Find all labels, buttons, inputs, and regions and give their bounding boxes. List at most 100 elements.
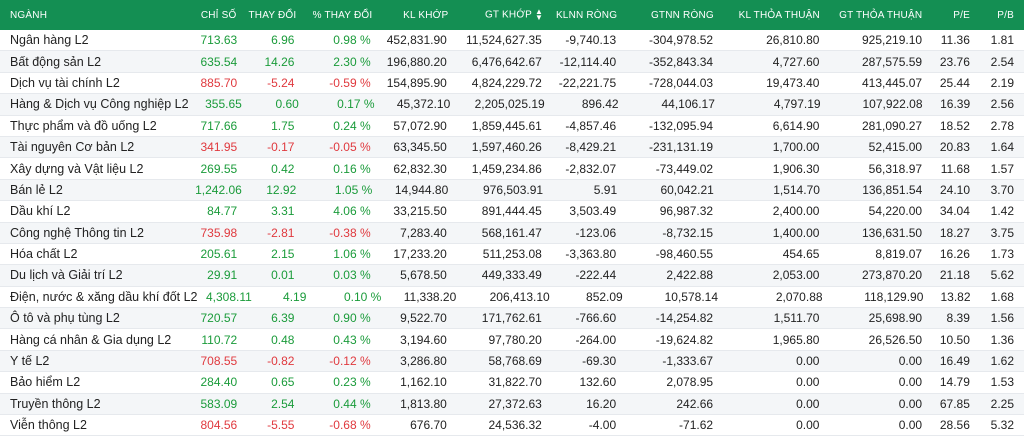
cell-gtnn: -19,624.82 [655,332,714,347]
cell-name[interactable]: Xây dựng và Vật liệu L2 [10,161,144,176]
table-row[interactable]: Điện, nước & xăng dầu khí đốt L2 4,308.11… [0,287,1024,309]
cell-thaydoi: 0.60 [275,97,299,112]
col-header-pb[interactable]: P/B [997,9,1014,21]
cell-gtnn: -8,732.15 [662,225,714,240]
col-header-kl-khop[interactable]: KL KHỚP [403,9,449,21]
cell-name[interactable]: Thực phẩm và đồ uống L2 [10,118,157,133]
col-header-thaydoi[interactable]: THAY ĐỔI [248,9,297,21]
table-row[interactable]: Ô tô và phụ tùng L2 720.57 6.39 0.90 % 9,522… [0,308,1024,330]
table-row[interactable]: Hàng & Dịch vụ Công nghiệp L2 355.65 0.60 0… [0,94,1024,116]
col-header-nganh[interactable]: NGÀNH [10,9,48,21]
table-row[interactable]: Viễn thông L2 804.56 -5.55 -0.68 % 676.70 24,… [0,415,1024,436]
table-row[interactable]: Dầu khí L2 84.77 3.31 4.06 % 33,215.50 891,44… [0,201,1024,223]
cell-klnn: -766.60 [575,311,617,326]
table-row[interactable]: Truyền thông L2 583.09 2.54 0.44 % 1,813.80 2… [0,393,1024,416]
cell-pb: 1.62 [990,354,1014,369]
cell-name[interactable]: Ngân hàng L2 [10,33,89,48]
cell-gtnn: -14,254.82 [655,311,714,326]
cell-gt-khop: 27,372.63 [488,396,542,411]
table-body: Ngân hàng L2 713.63 6.96 0.98 % 452,831.90 11… [0,30,1024,436]
cell-kltt: 26,810.80 [766,33,820,48]
cell-gt-khop: 206,413.10 [489,289,550,304]
cell-thaydoi: 14.26 [264,54,295,69]
cell-gttt: 136,631.50 [861,225,923,240]
col-header-pe[interactable]: P/E [953,9,971,21]
table-row[interactable]: Du lịch và Giải trí L2 29.91 0.01 0.03 % 5,6… [0,265,1024,287]
table-row[interactable]: Hàng cá nhân & Gia dụng L2 110.72 0.48 0.43… [0,329,1024,351]
col-header-pct[interactable]: % THAY ĐỔI [312,9,373,21]
cell-name[interactable]: Truyền thông L2 [10,396,101,411]
cell-name[interactable]: Viễn thông L2 [10,418,87,433]
cell-name[interactable]: Bất động sản L2 [10,54,102,69]
cell-name[interactable]: Ô tô và phụ tùng L2 [10,311,120,326]
cell-kltt: 2,400.00 [772,204,820,219]
cell-kltt: 1,965.80 [772,332,820,347]
table-row[interactable]: Công nghệ Thông tin L2 735.98 -2.81 -0.38 %… [0,222,1024,244]
cell-kl-khop: 33,215.50 [393,204,447,219]
cell-name[interactable]: Bảo hiểm L2 [10,375,81,390]
table-row[interactable]: Thực phẩm và đồ uống L2 717.66 1.75 0.24 % 5… [0,116,1024,137]
cell-gttt: 287,575.59 [861,54,923,69]
cell-kltt: 19,473.40 [766,75,820,90]
cell-thaydoi: 0.01 [271,268,295,283]
cell-name[interactable]: Công nghệ Thông tin L2 [10,225,144,240]
table-row[interactable]: Ngân hàng L2 713.63 6.96 0.98 % 452,831.90 11… [0,30,1024,52]
table-row[interactable]: Bất động sản L2 635.54 14.26 2.30 % 196,880.… [0,51,1024,73]
cell-pct: -0.59 % [329,75,371,90]
table-row[interactable]: Bán lẻ L2 1,242.06 12.92 1.05 % 14,944.80 976… [0,179,1024,202]
cell-pct: 0.43 % [333,332,371,347]
cell-kl-khop: 3,286.80 [400,354,447,369]
table-row[interactable]: Bảo hiểm L2 284.40 0.65 0.23 % 1,162.10 31,82… [0,372,1024,394]
cell-name[interactable]: Tài nguyên Cơ bản L2 [10,140,135,155]
cell-name[interactable]: Dịch vụ tài chính L2 [10,75,120,90]
cell-name[interactable]: Y tế L2 [10,354,50,369]
cell-gt-khop: 1,459,234.86 [471,161,542,176]
cell-pb: 3.75 [990,225,1014,240]
col-header-gt-khop[interactable]: GT KHỚP ▲ ▼ [454,7,549,22]
cell-name[interactable]: Hóa chất L2 [10,247,78,262]
col-header-kltt[interactable]: KL THỎA THUẬN [738,9,820,21]
cell-kltt: 2,070.88 [775,289,823,304]
cell-gttt: 281,090.27 [861,118,923,133]
cell-name[interactable]: Du lịch và Giải trí L2 [10,268,123,283]
cell-thaydoi: 6.96 [271,33,295,48]
cell-pct: 0.03 % [333,268,371,283]
table-row[interactable]: Dịch vụ tài chính L2 885.70 -5.24 -0.59 % 15… [0,73,1024,95]
cell-pct: 1.05 % [334,182,373,197]
cell-pe: 10.50 [939,332,970,347]
col-header-klnn[interactable]: KLNN RÒNG [555,9,618,21]
cell-thaydoi: 1.75 [271,118,295,133]
cell-name[interactable]: Hàng & Dịch vụ Công nghiệp L2 [10,97,189,112]
sort-icon[interactable]: ▲ ▼ [534,7,544,22]
cell-kl-khop: 1,162.10 [400,375,447,390]
cell-chiso: 720.57 [200,311,238,326]
cell-name[interactable]: Dầu khí L2 [10,204,71,219]
col-header-gttt[interactable]: GT THỎA THUẬN [839,9,923,21]
cell-kltt: 1,400.00 [772,225,820,240]
cell-kltt: 1,700.00 [772,140,820,155]
cell-thaydoi: 0.65 [271,375,295,390]
table-row[interactable]: Hóa chất L2 205.61 2.15 1.06 % 17,233.20 511,… [0,244,1024,266]
cell-pe: 23.76 [939,54,970,69]
cell-gt-khop: 97,780.20 [488,332,542,347]
cell-name[interactable]: Bán lẻ L2 [10,182,63,197]
cell-kl-khop: 196,880.20 [386,54,447,69]
table-row[interactable]: Y tế L2 708.55 -0.82 -0.12 % 3,286.80 58,768.… [0,350,1024,373]
cell-pe: 16.39 [940,97,971,112]
table-row[interactable]: Tài nguyên Cơ bản L2 341.95 -0.17 -0.05 % 63… [0,136,1024,159]
cell-klnn: 3,503.49 [569,204,617,219]
cell-klnn: -2,832.07 [565,161,617,176]
table-row[interactable]: Xây dựng và Vật liệu L2 269.55 0.42 0.16 % 6… [0,158,1024,180]
cell-gttt: 54,220.00 [868,204,923,219]
col-header-chiso[interactable]: CHỈ SỐ [200,9,237,21]
cell-kltt: 0.00 [796,354,820,369]
cell-gt-khop: 6,476,642.67 [471,54,542,69]
cell-name[interactable]: Hàng cá nhân & Gia dụng L2 [10,332,172,347]
cell-pe: 24.10 [939,182,970,197]
cell-gtnn: -1,333.67 [662,354,714,369]
cell-pb: 3.70 [990,182,1014,197]
cell-pb: 1.42 [990,204,1014,219]
cell-name[interactable]: Điện, nước & xăng dầu khí đốt L2 [10,289,198,304]
col-header-gtnn[interactable]: GTNN RÒNG [650,9,714,21]
cell-gttt: 0.00 [898,418,923,433]
